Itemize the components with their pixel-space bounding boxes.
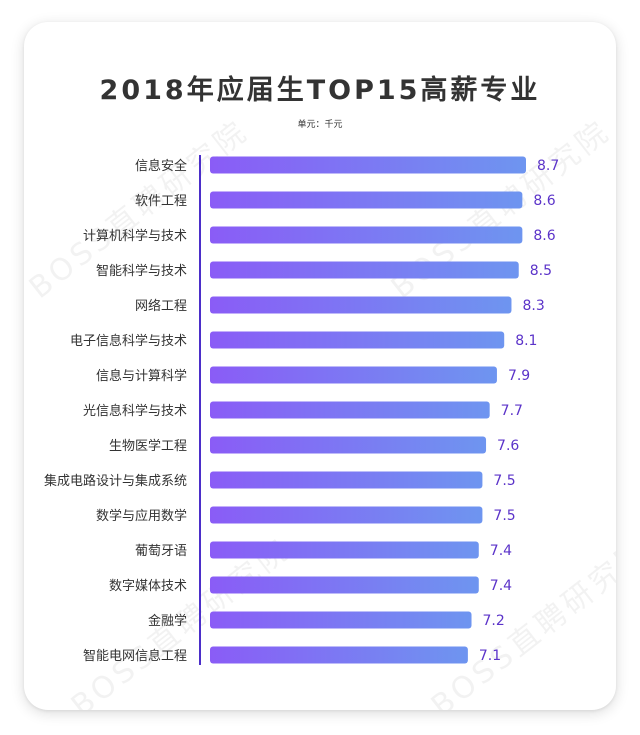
category-label: 电子信息科学与技术 [70,333,187,349]
bar [210,506,483,524]
bar [210,296,512,314]
value-label: 8.1 [515,333,537,349]
bar [210,331,505,349]
value-label: 7.9 [508,368,530,384]
category-label: 智能科学与技术 [96,263,187,279]
category-label: 网络工程 [135,298,187,314]
bar [210,471,483,489]
bar [210,611,472,629]
category-label: 软件工程 [135,194,187,209]
category-label: 信息安全 [135,158,187,174]
value-label: 7.2 [483,613,505,629]
bar [210,646,468,664]
value-label: 8.3 [522,298,544,314]
category-label: 金融学 [148,613,187,629]
bar [210,156,526,174]
category-label: 计算机科学与技术 [83,228,187,244]
bar [210,226,523,244]
category-label: 数字媒体技术 [109,579,187,594]
category-label: 智能电网信息工程 [83,648,187,664]
value-label: 7.4 [490,543,512,559]
category-label: 光信息科学与技术 [83,403,187,419]
bar [210,541,479,559]
chart-title: 2018年应届生TOP15高薪专业 [99,75,541,106]
bar-chart: 信息安全 8.7 软件工程 8.6 计算机科学与技术 8.6 智能科学与技术 8.5 网络工程 8… [44,155,559,665]
chart-card: BOSS直聘研究院 BOSS直聘研究院 BOSS直聘研究院 BOSS直聘研究院 … [24,22,616,710]
category-label: 葡萄牙语 [135,544,187,559]
category-label: 生物医学工程 [109,438,187,454]
bar [210,366,497,384]
value-label: 8.6 [533,228,555,244]
bar [210,191,523,209]
value-label: 7.4 [490,578,512,594]
bar [210,436,487,454]
value-label: 8.6 [533,193,555,209]
value-label: 8.5 [530,263,552,279]
value-label: 7.5 [493,508,515,524]
value-label: 7.1 [479,648,501,664]
value-label: 7.6 [497,438,519,454]
value-label: 8.7 [537,158,559,174]
value-label: 7.5 [493,473,515,489]
bar [210,401,490,419]
value-label: 7.7 [501,403,523,419]
chart-unit-label: 单元：千元 [297,120,343,130]
category-label: 信息与计算科学 [96,368,187,384]
category-label: 数学与应用数学 [96,508,187,524]
bar [210,576,479,594]
bar [210,261,519,279]
category-label: 集成电路设计与集成系统 [44,473,187,489]
